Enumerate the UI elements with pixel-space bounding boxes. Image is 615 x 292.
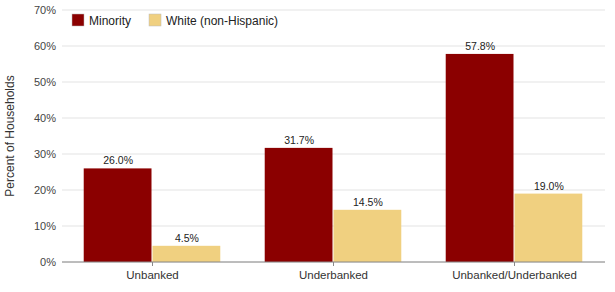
x-tick-label: Unbanked (126, 269, 178, 281)
data-label: 57.8% (465, 40, 495, 52)
x-tick (333, 262, 334, 266)
y-grid (62, 10, 605, 262)
bar (153, 246, 221, 262)
y-tick-label: 30% (34, 148, 56, 160)
x-tick-label: Unbanked/Underbanked (452, 269, 577, 281)
legend-item: Minority (72, 14, 131, 28)
chart-svg: 0% 10% 20% 30% 40% 50% 60% 70% Percent of Househ… (0, 0, 615, 292)
y-tick-label: 50% (34, 76, 56, 88)
legend-swatch (149, 14, 161, 26)
bars (84, 54, 583, 262)
y-tick-label: 0% (40, 256, 56, 268)
data-label: 31.7% (284, 134, 314, 146)
data-label: 14.5% (353, 196, 383, 208)
bar (265, 148, 333, 262)
data-label: 4.5% (175, 232, 199, 244)
data-label: 26.0% (103, 154, 133, 166)
legend-swatch (72, 14, 84, 26)
y-tick-label: 20% (34, 184, 56, 196)
legend-item: White (non-Hispanic) (149, 14, 278, 28)
legend-label: White (non-Hispanic) (166, 14, 278, 28)
grid-line (62, 46, 605, 47)
x-tick (514, 262, 515, 266)
y-axis-label: Percent of Households (3, 75, 17, 196)
legend: Minority White (non-Hispanic) (72, 14, 278, 28)
x-tick (152, 262, 153, 266)
bar (334, 210, 402, 262)
bar (515, 194, 583, 262)
grid-line (62, 154, 605, 155)
y-tick-label: 70% (34, 4, 56, 16)
legend-label: Minority (89, 14, 131, 28)
data-label: 19.0% (534, 180, 564, 192)
chart-container: 0% 10% 20% 30% 40% 50% 60% 70% Percent of Househ… (0, 0, 615, 292)
grid-line (62, 10, 605, 11)
y-tick-label: 40% (34, 112, 56, 124)
bar (84, 168, 152, 262)
y-tick-label: 10% (34, 220, 56, 232)
data-labels: 26.0% 31.7% 57.8% 4.5% 14.5% 19.0% (103, 40, 564, 244)
y-tick-label: 60% (34, 40, 56, 52)
grid-line (62, 118, 605, 119)
grid-line (62, 82, 605, 83)
bar (446, 54, 514, 262)
x-tick-label: Underbanked (299, 269, 368, 281)
